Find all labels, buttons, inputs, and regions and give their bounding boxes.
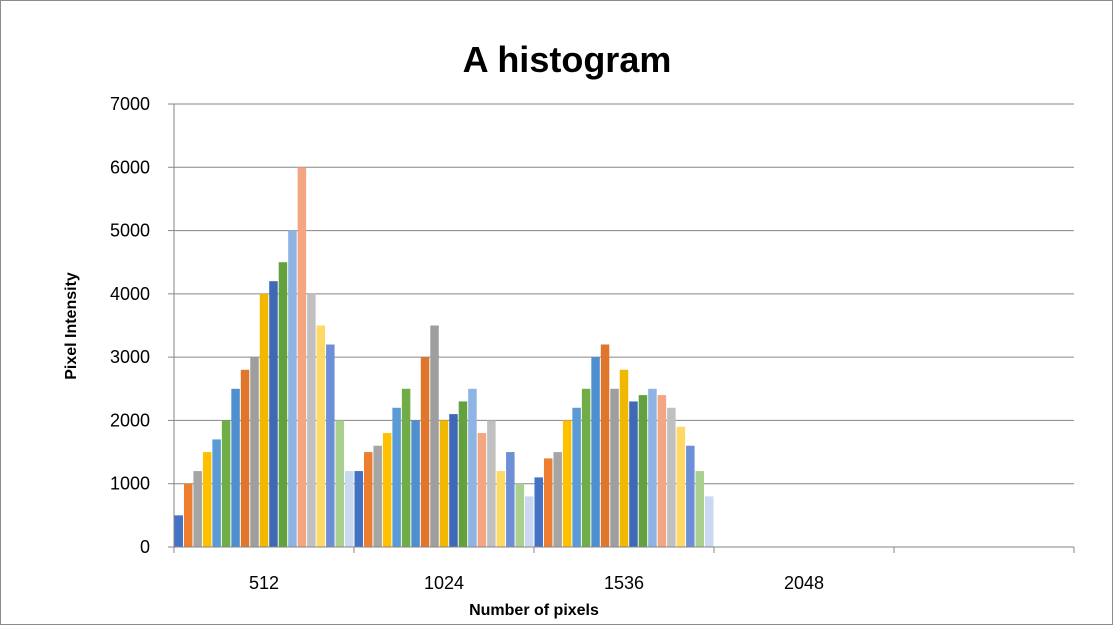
bar (174, 515, 183, 547)
bar (439, 420, 449, 547)
y-tick-label: 6000 (110, 157, 150, 177)
bar (468, 388, 477, 547)
bar (553, 452, 562, 547)
bar (335, 420, 345, 547)
y-tick-label: 4000 (110, 284, 150, 304)
bar (297, 167, 307, 548)
bar (363, 452, 373, 547)
bar (449, 414, 458, 547)
bar (221, 420, 231, 547)
x-tick-label: 1024 (424, 573, 464, 593)
bar (525, 496, 534, 547)
bar (231, 388, 240, 547)
bar (667, 407, 676, 547)
bar (543, 458, 553, 547)
bar (288, 230, 297, 547)
bar (202, 452, 212, 547)
bar (600, 344, 610, 547)
bar (240, 369, 250, 547)
bar (183, 483, 193, 547)
y-tick-label: 3000 (110, 347, 150, 367)
y-axis-title: Pixel Intensity (63, 272, 80, 380)
bar (487, 420, 496, 547)
bar (411, 420, 420, 547)
x-tick-label: 2048 (784, 573, 824, 593)
y-tick-label: 0 (140, 537, 150, 557)
bar (382, 433, 392, 547)
bar (307, 293, 316, 547)
bar (515, 483, 525, 547)
bar (676, 426, 686, 547)
x-tick-label: 1536 (604, 573, 644, 593)
bar (259, 293, 269, 547)
bar (686, 445, 695, 547)
bar (326, 344, 335, 547)
x-axis-ticks: 512 1024 1536 2048 (249, 573, 824, 593)
bar (591, 357, 600, 547)
y-axis-ticks: 0 1000 2000 3000 4000 5000 6000 7000 (110, 94, 150, 557)
bar (316, 325, 326, 547)
bar (269, 281, 278, 547)
bar (430, 325, 439, 547)
bar (354, 471, 363, 547)
bar (373, 445, 382, 547)
bar (193, 471, 202, 547)
bar (250, 357, 259, 547)
bar (477, 433, 487, 547)
y-tick-label: 1000 (110, 474, 150, 494)
bar (458, 401, 468, 547)
bar (401, 388, 411, 547)
bar (345, 471, 354, 547)
bar (572, 407, 581, 547)
chart-title: A histogram (463, 39, 672, 80)
x-axis (168, 103, 1075, 553)
bar (648, 388, 657, 547)
bar (705, 496, 714, 547)
bar (629, 401, 638, 547)
bar (506, 452, 515, 547)
bar (619, 369, 629, 547)
x-axis-title: Number of pixels (469, 602, 599, 619)
y-tick-label: 5000 (110, 221, 150, 241)
bar (581, 388, 591, 547)
x-tick-label: 512 (249, 573, 279, 593)
bar (534, 477, 543, 547)
bar (392, 407, 401, 547)
bar (420, 357, 430, 547)
bars (174, 167, 714, 548)
bar (638, 395, 648, 547)
bar (695, 471, 705, 547)
bar (562, 420, 572, 547)
bar (278, 262, 288, 547)
bar (610, 388, 619, 547)
bar (212, 439, 221, 547)
y-tick-label: 2000 (110, 410, 150, 430)
y-tick-label: 7000 (110, 94, 150, 114)
bar (657, 395, 667, 547)
bar (496, 471, 506, 547)
